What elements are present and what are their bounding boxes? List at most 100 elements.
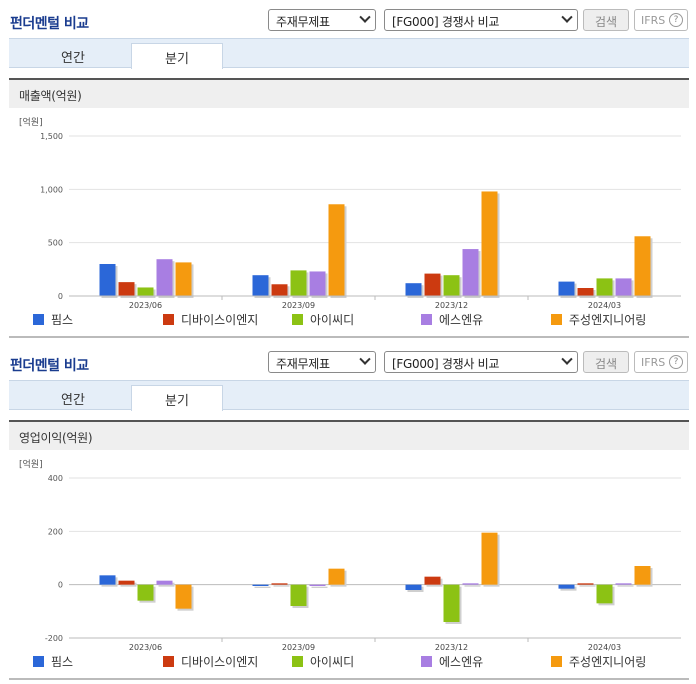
peer-group-select-value: [FG000] 경쟁사 비교 <box>392 357 500 371</box>
unit-label: [억원] <box>19 116 43 128</box>
bar <box>558 584 575 589</box>
bar <box>596 584 613 604</box>
bar <box>424 273 441 296</box>
statement-select-value: 주재무제표 <box>276 15 330 29</box>
tab-annual[interactable]: 연간 <box>61 51 85 66</box>
bar <box>481 191 498 296</box>
section-title: 매출액(억원) <box>19 89 82 103</box>
x-tick-label: 2023/09 <box>282 643 315 652</box>
bar <box>175 262 192 296</box>
bar <box>156 580 173 585</box>
legend-label: 에스엔유 <box>439 313 483 327</box>
operating-profit-chart-svg: [억원] 400 200 0 -200 2023/06 2023/09 2023/12 2024… <box>19 458 681 669</box>
bar-shadow <box>560 586 577 591</box>
legend-swatch <box>163 314 174 325</box>
peer-group-select[interactable]: [FG000] 경쟁사 비교 <box>384 351 578 373</box>
legend-swatch <box>292 314 303 325</box>
legend-label: 핌스 <box>51 655 73 669</box>
y-tick-label: 500 <box>48 239 63 248</box>
x-tick-label: 2023/06 <box>129 301 162 310</box>
bar <box>424 576 441 585</box>
legend-label: 아이씨디 <box>310 313 354 327</box>
bar <box>634 566 651 585</box>
bar-shadow <box>158 582 175 587</box>
ifrs-label: IFRS <box>641 14 666 27</box>
help-icon: ? <box>669 13 683 27</box>
bar <box>137 287 154 296</box>
legend-label: 디바이스이엔지 <box>181 313 258 327</box>
section-title: 영업이익(억원) <box>19 431 93 445</box>
bar <box>462 583 479 585</box>
bar <box>137 584 154 601</box>
ifrs-help-button[interactable]: IFRS? <box>634 9 688 31</box>
tab-annual[interactable]: 연간 <box>61 393 85 408</box>
y-tick-label: 0 <box>58 581 63 590</box>
bar <box>99 575 116 585</box>
y-tick-label: 1,500 <box>40 132 63 141</box>
bar <box>290 584 307 606</box>
fundamental-panel-revenue: 펀더멘털 비교 주재무제표 [FG000] 경쟁사 비교 검색 IFRS? 연간… <box>0 7 696 338</box>
search-button[interactable]: 검색 <box>583 9 629 31</box>
bar <box>118 282 135 296</box>
peer-group-select[interactable]: [FG000] 경쟁사 비교 <box>384 9 578 31</box>
bar-shadow <box>311 586 328 588</box>
legend-swatch <box>421 656 432 667</box>
tab-quarterly[interactable]: 분기 <box>131 385 223 411</box>
bar <box>118 580 135 585</box>
y-tick-label: 0 <box>58 292 63 301</box>
search-button[interactable]: 검색 <box>583 351 629 373</box>
operating-profit-chart: [억원] 400 200 0 -200 2023/06 2023/09 2023/12 2024… <box>9 452 689 680</box>
bar <box>634 236 651 296</box>
peer-group-select-value: [FG000] 경쟁사 비교 <box>392 15 500 29</box>
bar-shadow <box>617 585 634 587</box>
bar <box>309 271 326 296</box>
x-tick-label: 2023/09 <box>282 301 315 310</box>
x-tick-label: 2023/12 <box>435 301 468 310</box>
y-tick-label: -200 <box>45 634 63 643</box>
legend-swatch <box>421 314 432 325</box>
legend-label: 주성엔지니어링 <box>569 313 646 327</box>
legend-swatch <box>163 656 174 667</box>
x-tick-label: 2024/03 <box>588 301 621 310</box>
period-tabs: 연간 분기 <box>9 380 689 411</box>
legend-label: 에스엔유 <box>439 655 483 669</box>
x-tick-label: 2023/12 <box>435 643 468 652</box>
y-tick-label: 200 <box>48 527 63 536</box>
unit-label: [억원] <box>19 458 43 470</box>
legend-swatch <box>292 656 303 667</box>
bar <box>271 284 288 296</box>
statement-select[interactable]: 주재무제표 <box>268 9 376 31</box>
bar <box>558 281 575 296</box>
legend-swatch <box>551 656 562 667</box>
bar <box>462 249 479 296</box>
legend-label: 아이씨디 <box>310 655 354 669</box>
bar <box>615 583 632 585</box>
statement-select[interactable]: 주재무제표 <box>268 351 376 373</box>
bar <box>596 278 613 296</box>
legend-swatch <box>33 314 44 325</box>
bar-shadow <box>579 585 596 587</box>
bar-shadow <box>254 586 271 588</box>
legend-label: 디바이스이엔지 <box>181 655 258 669</box>
legend-swatch <box>33 656 44 667</box>
bar <box>271 583 288 585</box>
panel-title: 펀더멘털 비교 <box>10 16 89 32</box>
bar <box>290 270 307 296</box>
bar <box>156 259 173 296</box>
panel-header: 펀더멘털 비교 주재무제표 [FG000] 경쟁사 비교 검색 IFRS? <box>0 7 696 33</box>
bar <box>252 584 269 586</box>
section-header: 영업이익(억원) <box>9 420 689 450</box>
ifrs-help-button[interactable]: IFRS? <box>634 351 688 373</box>
bar <box>252 275 269 296</box>
bar <box>328 568 345 585</box>
revenue-chart: [억원] 1,500 1,000 500 0 2023/06 2023/09 2023/12 2… <box>9 110 689 338</box>
y-tick-label: 400 <box>48 474 63 483</box>
legend-swatch <box>551 314 562 325</box>
statement-select-value: 주재무제표 <box>276 357 330 371</box>
y-tick-label: 1,000 <box>40 185 63 194</box>
tab-quarterly[interactable]: 분기 <box>131 43 223 69</box>
bar <box>99 264 116 296</box>
bar <box>309 584 326 586</box>
chevron-down-icon <box>561 353 573 365</box>
legend-label: 주성엔지니어링 <box>569 655 646 669</box>
